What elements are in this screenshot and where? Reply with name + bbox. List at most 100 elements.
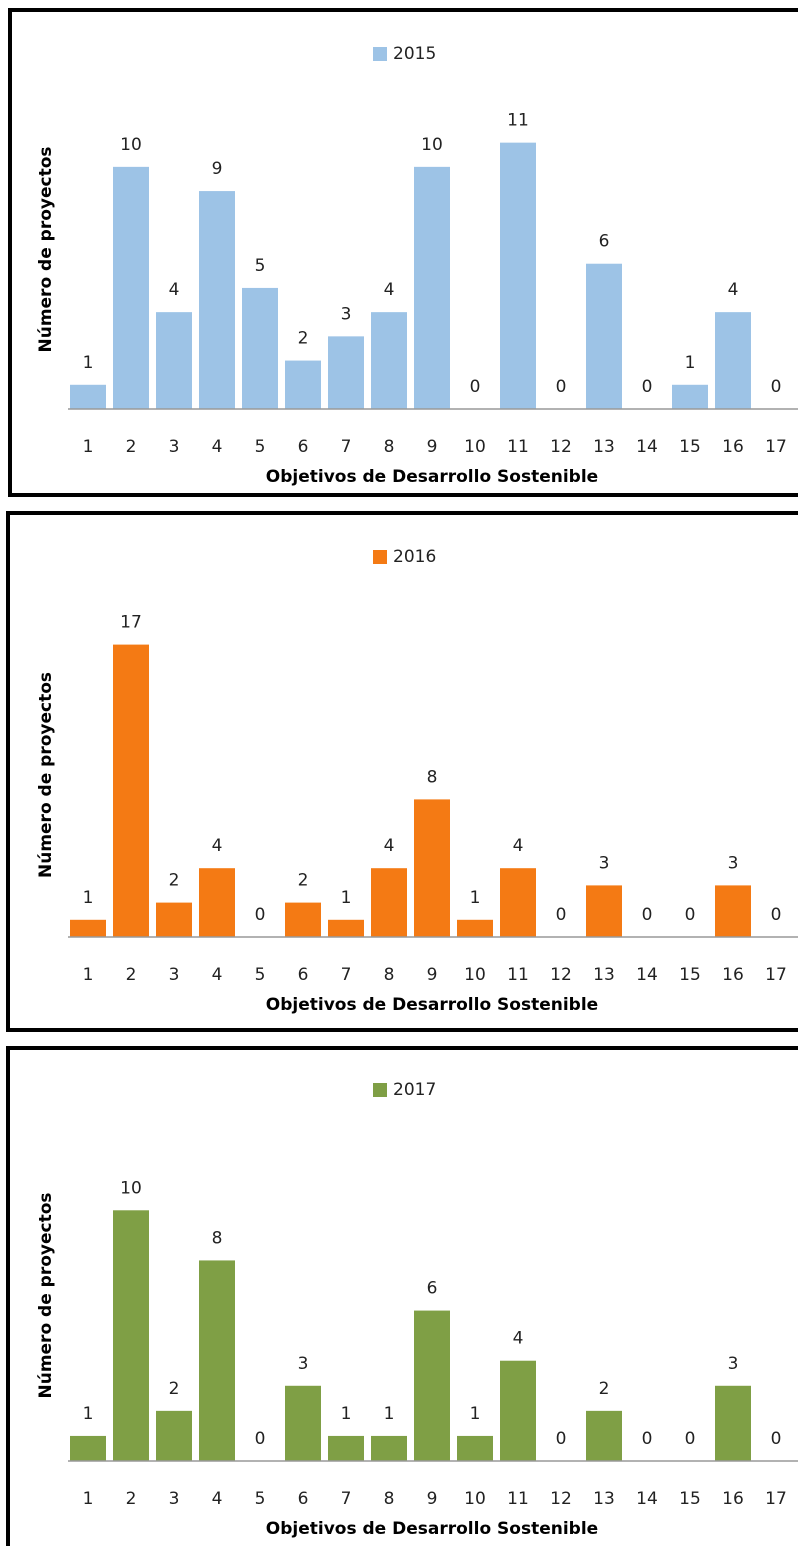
x-tick-label: 4 bbox=[212, 965, 223, 985]
x-tick-label: 12 bbox=[550, 1489, 572, 1509]
data-label: 2 bbox=[169, 871, 180, 891]
data-label: 4 bbox=[212, 836, 223, 856]
bar bbox=[457, 919, 493, 937]
x-tick-label: 14 bbox=[636, 965, 658, 985]
x-tick-label: 4 bbox=[212, 437, 223, 457]
data-label: 1 bbox=[685, 353, 696, 373]
data-label: 2 bbox=[599, 1379, 610, 1399]
bar bbox=[457, 1435, 493, 1461]
bar bbox=[285, 360, 321, 409]
x-tick-label: 10 bbox=[464, 1489, 486, 1509]
x-tick-label: 2 bbox=[126, 1489, 137, 1509]
data-label: 0 bbox=[556, 905, 567, 925]
legend-label: 2017 bbox=[393, 1080, 436, 1100]
bar bbox=[156, 902, 192, 937]
data-label: 3 bbox=[728, 853, 739, 873]
x-tick-label: 17 bbox=[765, 1489, 787, 1509]
x-tick-label: 7 bbox=[341, 965, 352, 985]
x-tick-label: 3 bbox=[169, 1489, 180, 1509]
x-tick-label: 8 bbox=[384, 1489, 395, 1509]
y-axis-title: Número de proyectos bbox=[36, 146, 56, 352]
data-label: 4 bbox=[513, 836, 524, 856]
bar bbox=[328, 336, 364, 409]
x-tick-label: 10 bbox=[464, 965, 486, 985]
data-label: 4 bbox=[728, 280, 739, 300]
data-label: 0 bbox=[642, 905, 653, 925]
data-label: 4 bbox=[513, 1329, 524, 1349]
bar bbox=[715, 1385, 751, 1461]
panel-border bbox=[6, 511, 798, 1032]
legend-label: 2016 bbox=[393, 547, 436, 567]
bar bbox=[113, 1210, 149, 1461]
data-label: 0 bbox=[642, 377, 653, 397]
x-tick-label: 13 bbox=[593, 437, 615, 457]
bar bbox=[113, 166, 149, 409]
bar bbox=[371, 1435, 407, 1461]
data-label: 2 bbox=[169, 1379, 180, 1399]
bar bbox=[70, 1435, 106, 1461]
bar bbox=[70, 919, 106, 937]
data-label: 0 bbox=[642, 1429, 653, 1449]
x-tick-label: 14 bbox=[636, 1489, 658, 1509]
bar bbox=[371, 868, 407, 937]
x-tick-label: 3 bbox=[169, 965, 180, 985]
x-tick-label: 15 bbox=[679, 965, 701, 985]
data-label: 1 bbox=[341, 1404, 352, 1424]
data-label: 0 bbox=[771, 377, 782, 397]
bar bbox=[586, 263, 622, 409]
x-axis-title: Objetivos de Desarrollo Sostenible bbox=[266, 467, 598, 487]
data-label: 10 bbox=[421, 135, 443, 155]
bar bbox=[586, 1410, 622, 1461]
data-label: 0 bbox=[556, 1429, 567, 1449]
bar bbox=[199, 191, 235, 409]
data-label: 0 bbox=[255, 905, 266, 925]
data-label: 0 bbox=[470, 377, 481, 397]
y-axis-title: Número de proyectos bbox=[36, 672, 56, 878]
bar bbox=[414, 1310, 450, 1461]
data-label: 2 bbox=[298, 871, 309, 891]
data-label: 1 bbox=[384, 1404, 395, 1424]
x-tick-label: 11 bbox=[507, 965, 529, 985]
bar bbox=[371, 312, 407, 409]
data-label: 1 bbox=[470, 888, 481, 908]
x-tick-label: 17 bbox=[765, 965, 787, 985]
bar bbox=[285, 902, 321, 937]
bar bbox=[113, 644, 149, 937]
bar bbox=[500, 868, 536, 937]
data-label: 10 bbox=[120, 1178, 142, 1198]
x-tick-label: 5 bbox=[255, 1489, 266, 1509]
x-tick-label: 11 bbox=[507, 1489, 529, 1509]
x-tick-label: 2 bbox=[126, 437, 137, 457]
bar bbox=[672, 384, 708, 409]
bar bbox=[156, 1410, 192, 1461]
x-tick-label: 5 bbox=[255, 437, 266, 457]
data-label: 3 bbox=[599, 853, 610, 873]
x-tick-label: 12 bbox=[550, 437, 572, 457]
data-label: 3 bbox=[298, 1354, 309, 1374]
data-label: 2 bbox=[298, 329, 309, 349]
data-label: 0 bbox=[771, 1429, 782, 1449]
x-tick-label: 16 bbox=[722, 1489, 744, 1509]
bar bbox=[414, 166, 450, 409]
x-tick-label: 9 bbox=[427, 1489, 438, 1509]
bar bbox=[199, 868, 235, 937]
x-tick-label: 16 bbox=[722, 437, 744, 457]
data-label: 11 bbox=[507, 111, 529, 131]
bar bbox=[586, 885, 622, 937]
data-label: 1 bbox=[341, 888, 352, 908]
bar bbox=[715, 885, 751, 937]
bar bbox=[242, 287, 278, 409]
data-label: 9 bbox=[212, 159, 223, 179]
x-tick-label: 9 bbox=[427, 437, 438, 457]
data-label: 1 bbox=[83, 1404, 94, 1424]
x-tick-label: 8 bbox=[384, 437, 395, 457]
data-label: 4 bbox=[384, 836, 395, 856]
x-tick-label: 7 bbox=[341, 1489, 352, 1509]
x-tick-label: 6 bbox=[298, 437, 309, 457]
data-label: 1 bbox=[83, 353, 94, 373]
data-label: 4 bbox=[169, 280, 180, 300]
legend-swatch bbox=[373, 47, 387, 61]
legend-label: 2015 bbox=[393, 44, 436, 64]
